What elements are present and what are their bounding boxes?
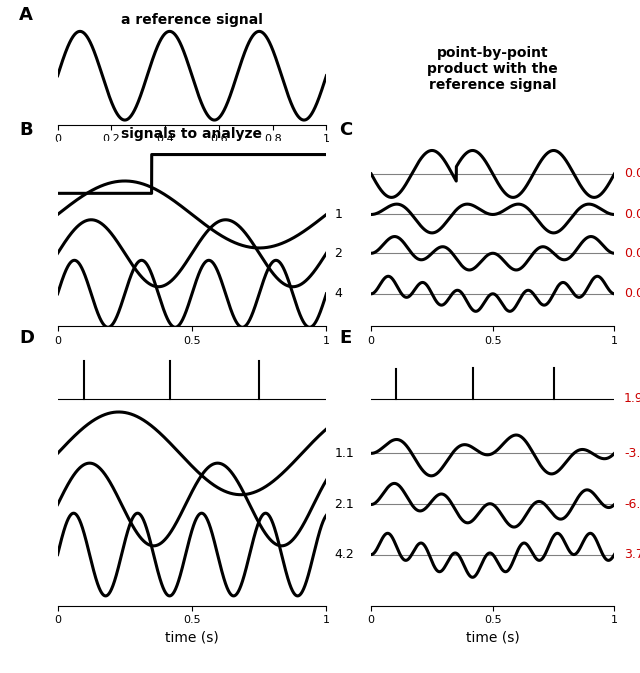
X-axis label: time (s): time (s) (165, 631, 219, 645)
Text: 2.1: 2.1 (335, 498, 354, 511)
Text: point-by-point
product with the
reference signal: point-by-point product with the referenc… (428, 46, 558, 92)
Text: B: B (19, 120, 33, 139)
Text: -6.3: -6.3 (624, 498, 640, 511)
Text: 1.1: 1.1 (335, 447, 354, 460)
Text: 0.0: 0.0 (624, 168, 640, 180)
Title: signals to analyze: signals to analyze (122, 127, 262, 141)
Text: C: C (339, 120, 353, 139)
Text: 0.0: 0.0 (624, 247, 640, 260)
Text: D: D (19, 329, 34, 347)
Text: 3.7: 3.7 (624, 548, 640, 561)
X-axis label: time (s): time (s) (466, 631, 520, 645)
Text: 4: 4 (335, 287, 342, 300)
Text: A: A (19, 6, 33, 24)
Title: a reference signal: a reference signal (121, 13, 263, 27)
Text: 1.9: 1.9 (624, 392, 640, 405)
Text: -3.7: -3.7 (624, 447, 640, 460)
Text: 1: 1 (335, 208, 342, 221)
Text: 0.0: 0.0 (624, 208, 640, 221)
Text: 4.2: 4.2 (335, 548, 354, 561)
Text: 2: 2 (335, 247, 342, 260)
Text: 0.0: 0.0 (624, 287, 640, 300)
Text: E: E (339, 329, 351, 347)
